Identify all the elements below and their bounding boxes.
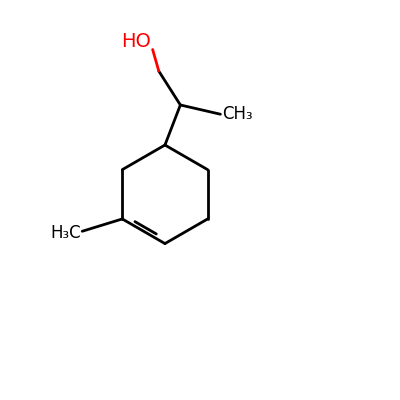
Text: H₃C: H₃C bbox=[50, 224, 81, 242]
Text: CH₃: CH₃ bbox=[222, 105, 253, 123]
Text: HO: HO bbox=[121, 32, 151, 51]
